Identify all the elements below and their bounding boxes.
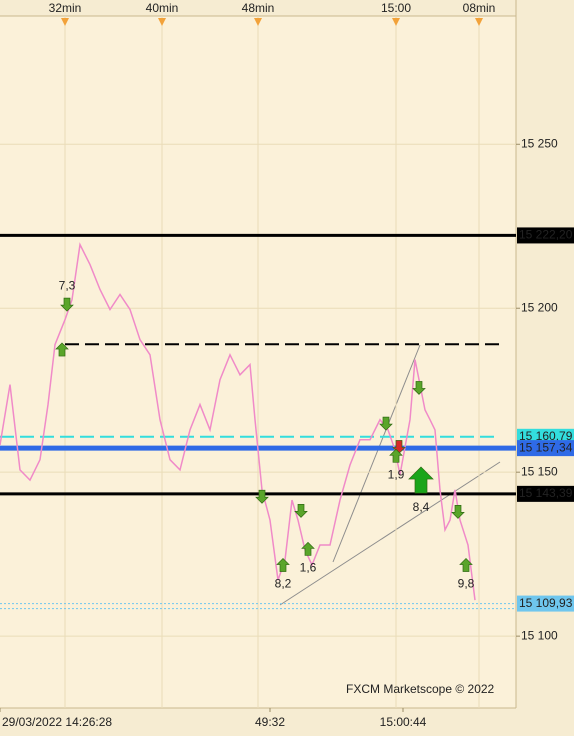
signal-label: 9,8 [458, 577, 475, 591]
signal-arrow [276, 557, 290, 572]
x-tick-label: 29/03/2022 14:26:28 [2, 715, 112, 729]
y-tick-label: 15 150 [521, 464, 558, 478]
signal-arrow [451, 505, 465, 519]
signal-arrow [301, 541, 315, 556]
signal-arrow [55, 342, 69, 357]
tick-mark [392, 18, 400, 26]
price-tag [517, 227, 574, 244]
price-tag [517, 595, 574, 612]
signal-label: 7,3 [59, 278, 76, 292]
y-tick-label: 15 200 [521, 300, 558, 314]
x-tick-label: 08min [463, 1, 496, 15]
signal-arrow [408, 466, 434, 494]
signal-arrow [459, 557, 473, 572]
tick-mark [254, 18, 262, 26]
price-tag-label: 15 143,39 [519, 486, 573, 500]
price-tag [517, 440, 574, 457]
price-tag-label: 15 109,93 [519, 596, 573, 610]
y-tick-label: 15 250 [521, 136, 558, 150]
price-line [0, 242, 476, 601]
price-tag-label: 15 157,34 [519, 440, 573, 454]
signal-label: 8,4 [413, 500, 430, 514]
price-tag-label: 15 160,79 [519, 429, 573, 443]
tick-mark [475, 18, 483, 26]
signal-arrow [379, 416, 393, 431]
price-tag-label: 15 222,20 [519, 228, 573, 242]
tick-mark [61, 18, 69, 26]
signal-label: 1,9 [388, 467, 405, 481]
signal-arrow [255, 489, 269, 504]
signal-label: 8,2 [275, 577, 292, 591]
signal-arrow [294, 504, 308, 518]
price-tag [517, 485, 574, 502]
signal-arrow [412, 381, 426, 395]
watermark: FXCM Marketscope © 2022 [346, 682, 495, 696]
x-tick-label: 40min [146, 1, 179, 15]
x-tick-label: 32min [49, 1, 82, 15]
trend-line [279, 461, 501, 606]
x-tick-label: 49:32 [255, 715, 285, 729]
y-tick-label: 15 100 [521, 628, 558, 642]
tick-mark [158, 18, 166, 26]
x-tick-label: 15:00:44 [380, 715, 427, 729]
signal-label: 1,6 [300, 561, 317, 575]
trend-line [332, 344, 421, 563]
signal-arrow [389, 448, 403, 463]
signal-arrow [60, 297, 74, 312]
x-tick-label: 15:00 [381, 1, 411, 15]
x-tick-label: 48min [242, 1, 275, 15]
